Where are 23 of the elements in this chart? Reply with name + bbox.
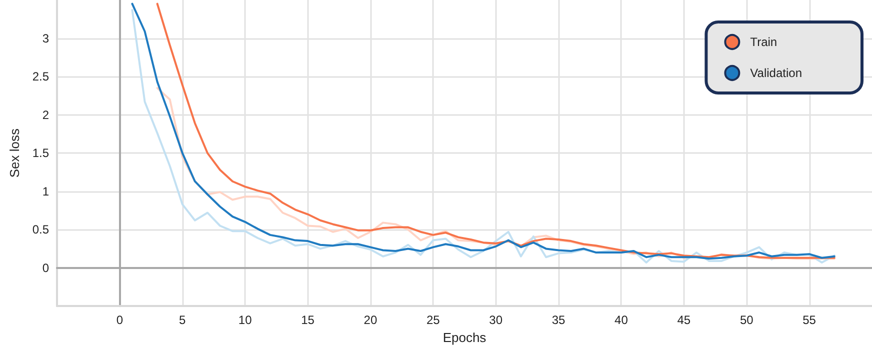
legend-label: Train <box>750 35 778 49</box>
y-tick-label: 1.5 <box>32 146 50 160</box>
y-tick-label: 2 <box>42 108 50 122</box>
y-axis-title: Sex loss <box>7 128 22 178</box>
x-tick-label: 55 <box>802 313 816 328</box>
x-tick-label: 5 <box>179 313 186 328</box>
y-tick-label: 3 <box>42 31 50 46</box>
x-tick-label: 10 <box>238 313 252 328</box>
x-tick-label: 35 <box>552 313 566 328</box>
y-tick-label: 0.5 <box>32 222 50 237</box>
y-tick-label: 2.5 <box>32 70 50 84</box>
x-tick-label: 40 <box>614 313 628 328</box>
x-tick-label: 15 <box>301 313 315 328</box>
x-tick-label: 0 <box>116 313 124 328</box>
legend-label: Validation <box>750 66 802 80</box>
x-tick-label: 45 <box>677 313 691 328</box>
x-tick-label: 50 <box>740 313 754 328</box>
y-tick-label: 1 <box>42 184 50 198</box>
x-tick-label: 20 <box>364 313 378 328</box>
x-tick-label: 25 <box>426 313 440 328</box>
x-axis-title: Epochs <box>442 330 487 345</box>
y-tick-label: 0 <box>42 260 50 275</box>
x-tick-label: 30 <box>489 313 503 328</box>
